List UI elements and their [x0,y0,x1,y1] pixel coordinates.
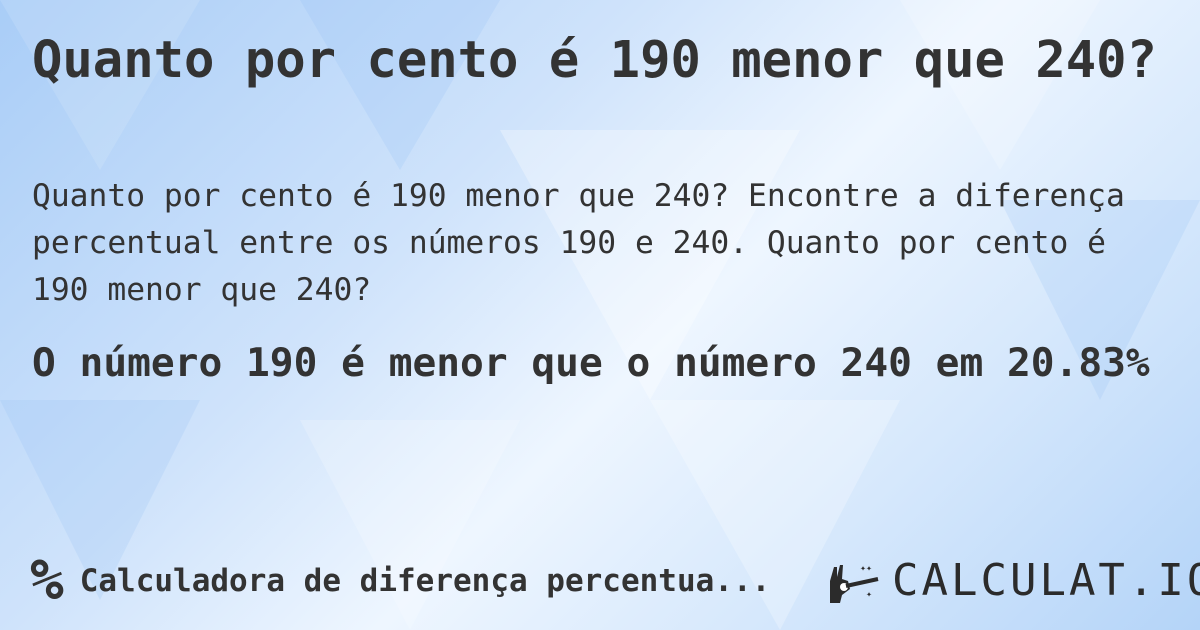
page-title: Quanto por cento é 190 menor que 240? [32,30,1157,89]
calculator-link[interactable]: Calculadora de diferença percentua... [79,562,771,599]
magic-hand-icon: ✦✦ ✦ [830,563,879,603]
svg-text:✦✦: ✦✦ [860,563,872,574]
description: Quanto por cento é 190 menor que 240? En… [32,178,1125,308]
logo[interactable]: ✦✦ ✦ CALCULAT.IO [828,555,1200,606]
footer-link[interactable]: % Calculadora de diferença percentua... [30,548,770,613]
logo-text: CALCULAT.IO [892,555,1200,606]
svg-text:✦: ✦ [866,589,872,600]
percent-icon: % [30,548,64,613]
result-text: O número 190 é menor que o número 240 em… [32,340,1150,386]
